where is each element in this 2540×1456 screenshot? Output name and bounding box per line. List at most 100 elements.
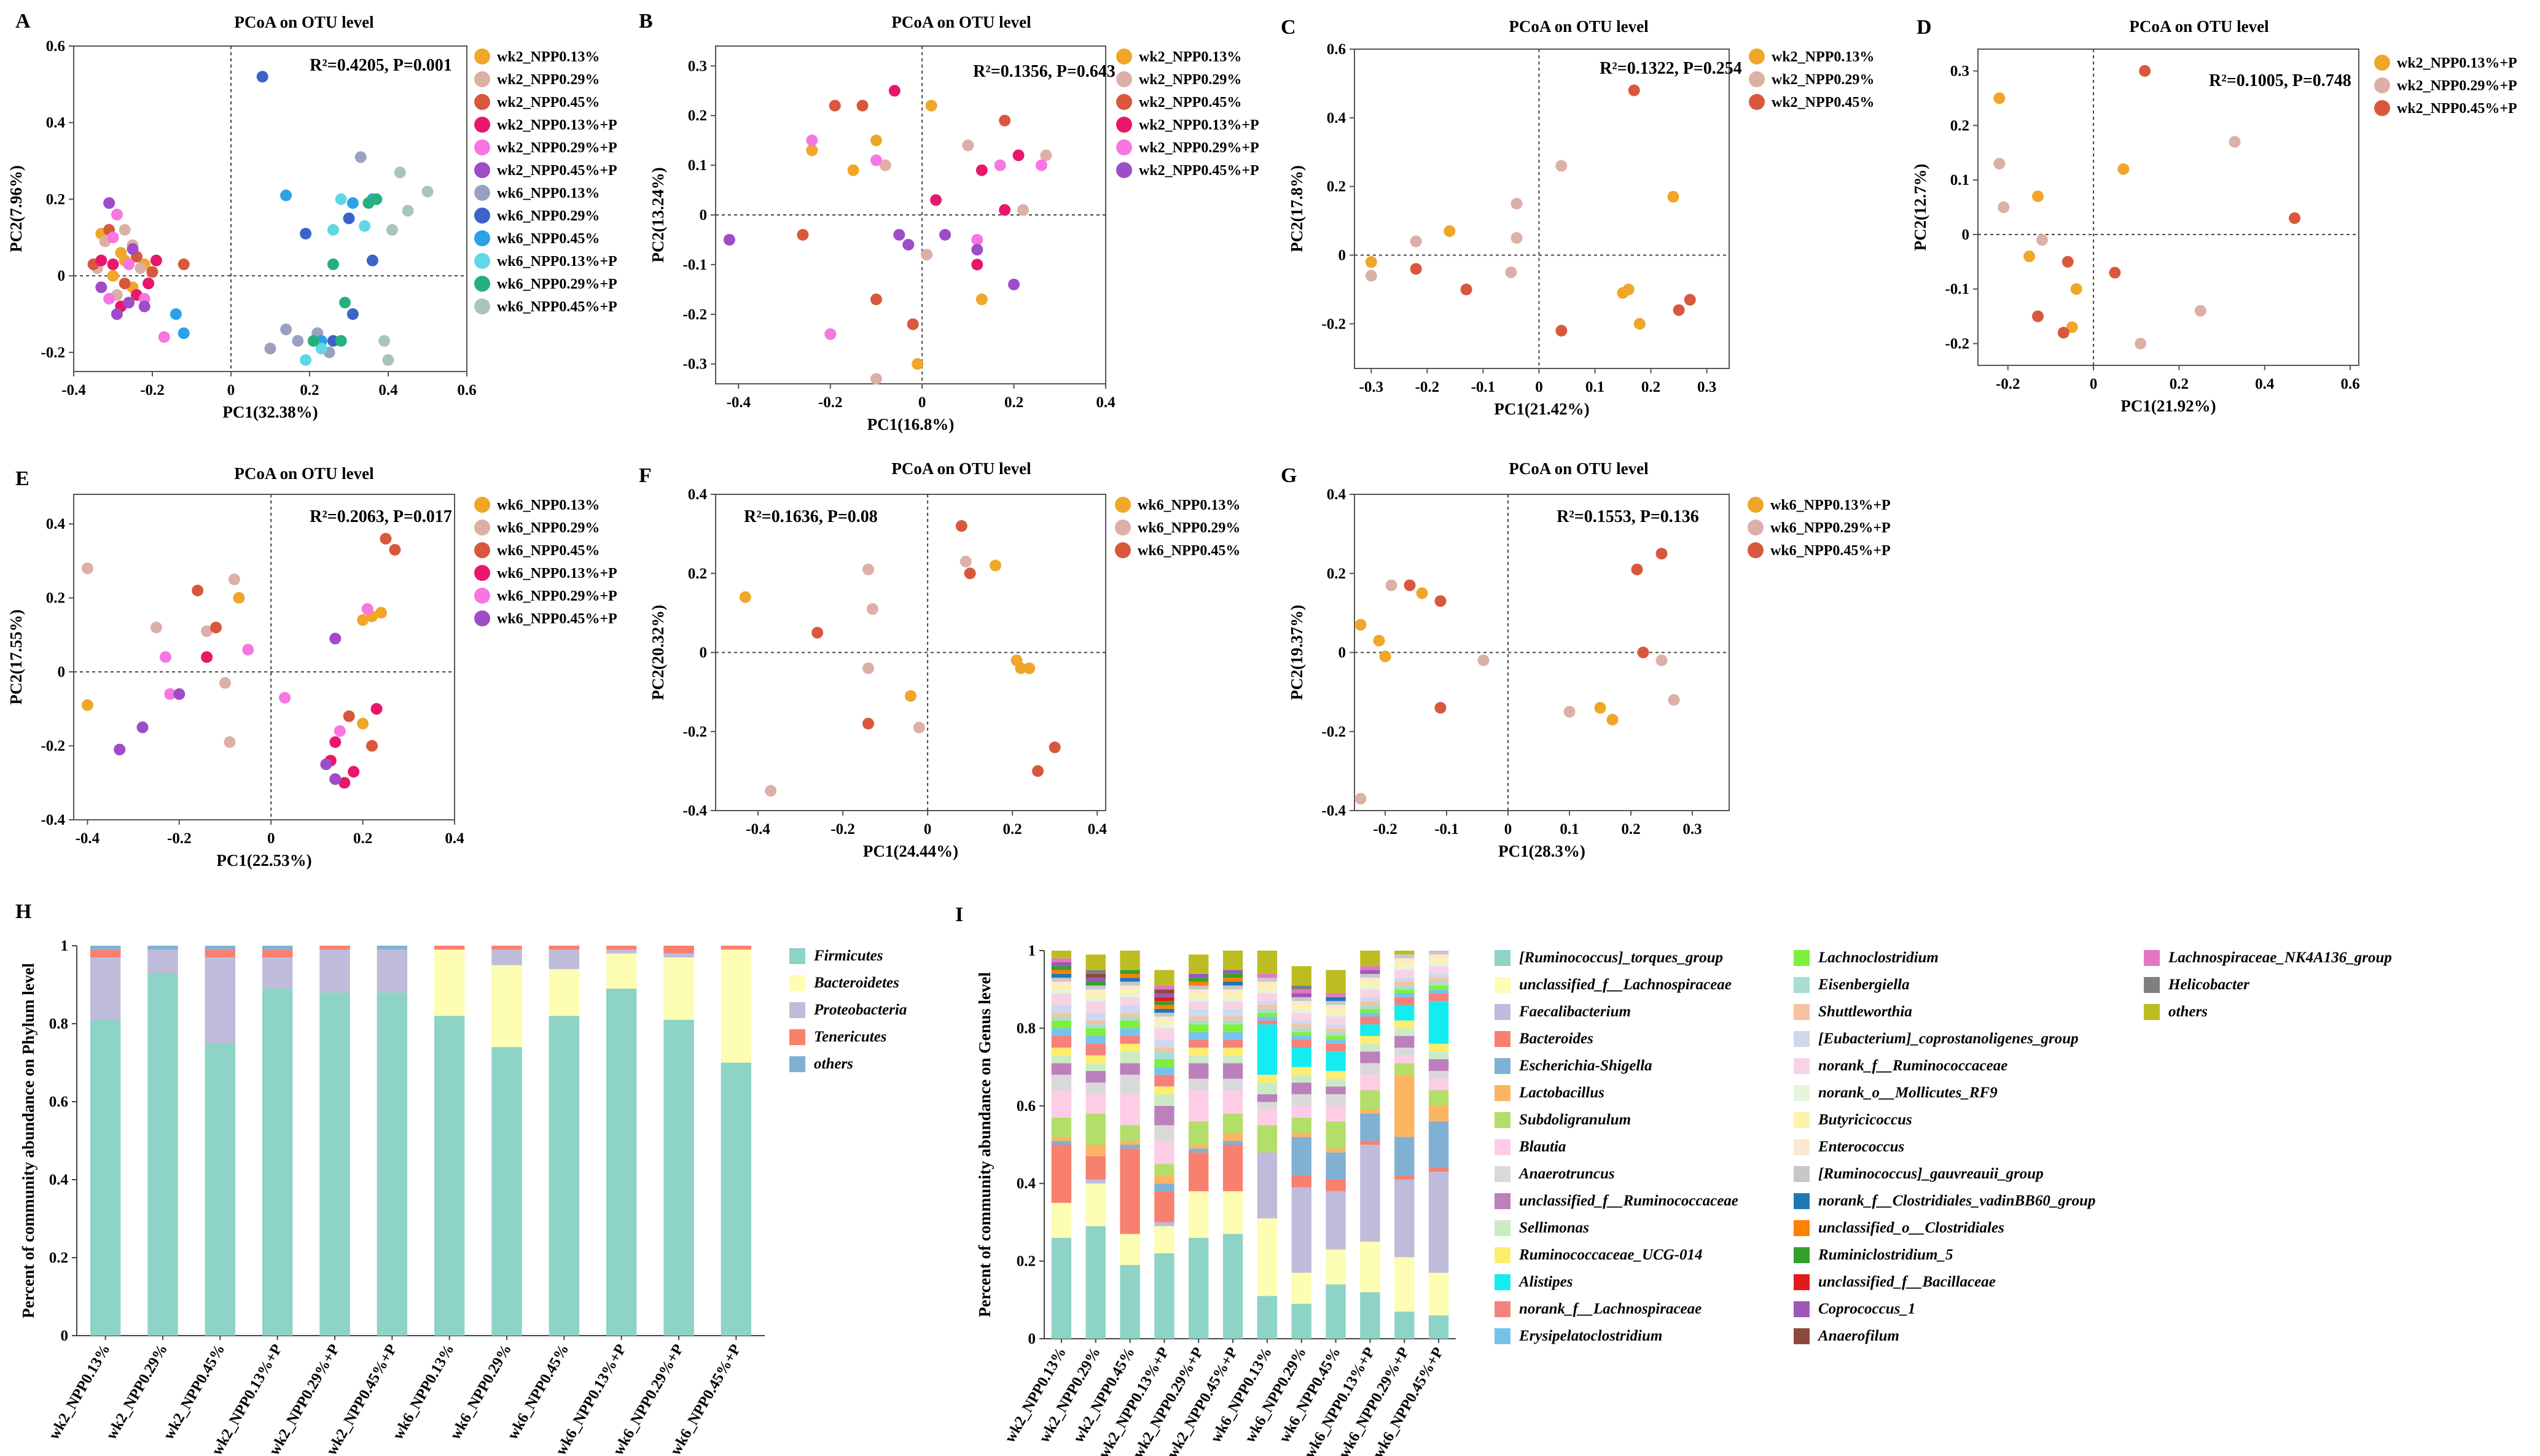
bar-segment (1257, 1125, 1278, 1153)
legend-entry: wk6_NPP0.45% (497, 543, 600, 559)
legend-entry: Blautia (1518, 1139, 1566, 1155)
panel-label: H (15, 900, 31, 923)
legend-swatch (1794, 1328, 1810, 1344)
legend-entry: others (814, 1056, 853, 1072)
legend-swatch (1794, 1139, 1810, 1155)
legend-entry: Subdoligranulum (1519, 1111, 1631, 1128)
panel-title: PCoA on OTU level (2129, 17, 2269, 36)
bar-segment (1360, 1292, 1380, 1339)
bar-segment (1051, 1005, 1072, 1013)
data-point (346, 308, 359, 320)
y-tick-label: 0.3 (1950, 63, 1969, 80)
bar-segment (1394, 1005, 1415, 1021)
legend-entry: Proteobacteria (813, 1002, 907, 1018)
bar-segment (1120, 1140, 1140, 1145)
pcoa-panel-g: G PCoA on OTU level -0.2 -0.1 0 0.1 0.2 0.3 -0.4… (1281, 459, 1891, 860)
bar-segment (1428, 958, 1449, 962)
bar-segment (1189, 954, 1209, 974)
data-point (158, 331, 170, 343)
bar-segment (1291, 1082, 1311, 1094)
x-tick-label: 0.3 (1697, 379, 1716, 395)
bar-segment (606, 988, 637, 1336)
data-point (135, 262, 147, 274)
bar-segment (1394, 954, 1415, 959)
y-tick-label: 0 (1028, 1331, 1036, 1347)
bar-segment (1051, 978, 1072, 982)
data-point (1032, 765, 1044, 777)
bar-segment (1085, 1020, 1106, 1025)
data-point (888, 85, 901, 97)
data-point (1354, 793, 1367, 805)
bar-segment (721, 1062, 752, 1336)
data-point (224, 736, 236, 749)
legend-entry: Helicobacter (2168, 976, 2249, 993)
y-tick-label: 0.4 (1327, 110, 1346, 127)
bar-segment (1326, 1086, 1346, 1094)
x-tick-label: 0.4 (1096, 394, 1116, 411)
bar-segment (1051, 993, 1072, 1005)
data-point (2070, 283, 2082, 295)
bar-segment (1428, 1167, 1449, 1172)
bar-segment (1291, 1175, 1311, 1188)
bar-segment (606, 946, 637, 950)
y-tick-label: 0.2 (46, 191, 65, 208)
data-point (870, 294, 882, 305)
bar-segment (1257, 1008, 1278, 1013)
data-point (862, 563, 874, 575)
bar-segment (1360, 989, 1380, 997)
bar-segment (1051, 1202, 1072, 1238)
bar-segment (1154, 1253, 1174, 1339)
bar-segment (1326, 1013, 1346, 1017)
legend-entry: Butyricicoccus (1818, 1111, 1912, 1128)
legend-marker (2374, 100, 2390, 116)
bar-segment (1120, 951, 1140, 970)
legend-entry: wk2_NPP0.45%+P (497, 163, 617, 179)
data-point (870, 134, 882, 147)
bar-segment (1326, 1070, 1346, 1079)
y-axis-label: PC2(19.37%) (1288, 605, 1306, 700)
bar-segment (1257, 1218, 1278, 1296)
legend-entry: norank_f__Lachnospiraceae (1519, 1301, 1702, 1317)
y-tick-label: 1 (61, 938, 69, 954)
bar-segment (1326, 1016, 1346, 1025)
data-point (1434, 595, 1447, 607)
bar-segment (1085, 1070, 1106, 1083)
y-tick-label: -0.2 (41, 345, 65, 361)
y-tick-label: -0.4 (682, 803, 707, 819)
legend-marker (474, 49, 490, 64)
bar-segment (147, 973, 178, 1336)
bar-segment (1189, 1008, 1209, 1017)
legend-marker (474, 139, 490, 155)
legend-swatch (1794, 1112, 1810, 1128)
legend-marker (474, 162, 490, 178)
data-point (1410, 263, 1422, 275)
data-point (150, 254, 162, 267)
bar-segment (1189, 985, 1209, 990)
bar-segment (1428, 962, 1449, 967)
legend-entry: wk2_NPP0.45%+P (2397, 101, 2517, 117)
legend-entry: norank_f__Ruminococcaceae (1818, 1057, 2007, 1074)
y-tick-label: -0.2 (682, 306, 707, 323)
legend-entry: wk2_NPP0.13%+P (2397, 55, 2517, 71)
data-point (192, 585, 204, 597)
panel-label: G (1281, 464, 1297, 487)
bar-segment (1051, 1055, 1072, 1064)
x-tick-label: -0.2 (818, 394, 843, 411)
bar-segment (1120, 981, 1140, 986)
data-point (975, 294, 988, 305)
data-point (866, 603, 878, 615)
x-tick-label: 0.4 (378, 382, 398, 399)
y-tick-label: 0.2 (49, 1250, 68, 1266)
bar-segment (1428, 1105, 1449, 1122)
data-point (81, 562, 93, 574)
pcoa-panel-b: B PCoA on OTU level -0.4 -0.2 0 0.2 0.4 -0.3 -0.… (639, 10, 1259, 434)
data-point (971, 233, 983, 246)
y-tick-label: -0.1 (1945, 281, 1969, 298)
data-point (103, 197, 115, 209)
y-tick-label: 0.6 (1327, 41, 1346, 58)
bar-segment (1257, 989, 1278, 994)
legend-swatch (1794, 1166, 1810, 1182)
bar-segment (1394, 966, 1415, 970)
bar-segment (1120, 1005, 1140, 1013)
data-point (2066, 321, 2078, 333)
